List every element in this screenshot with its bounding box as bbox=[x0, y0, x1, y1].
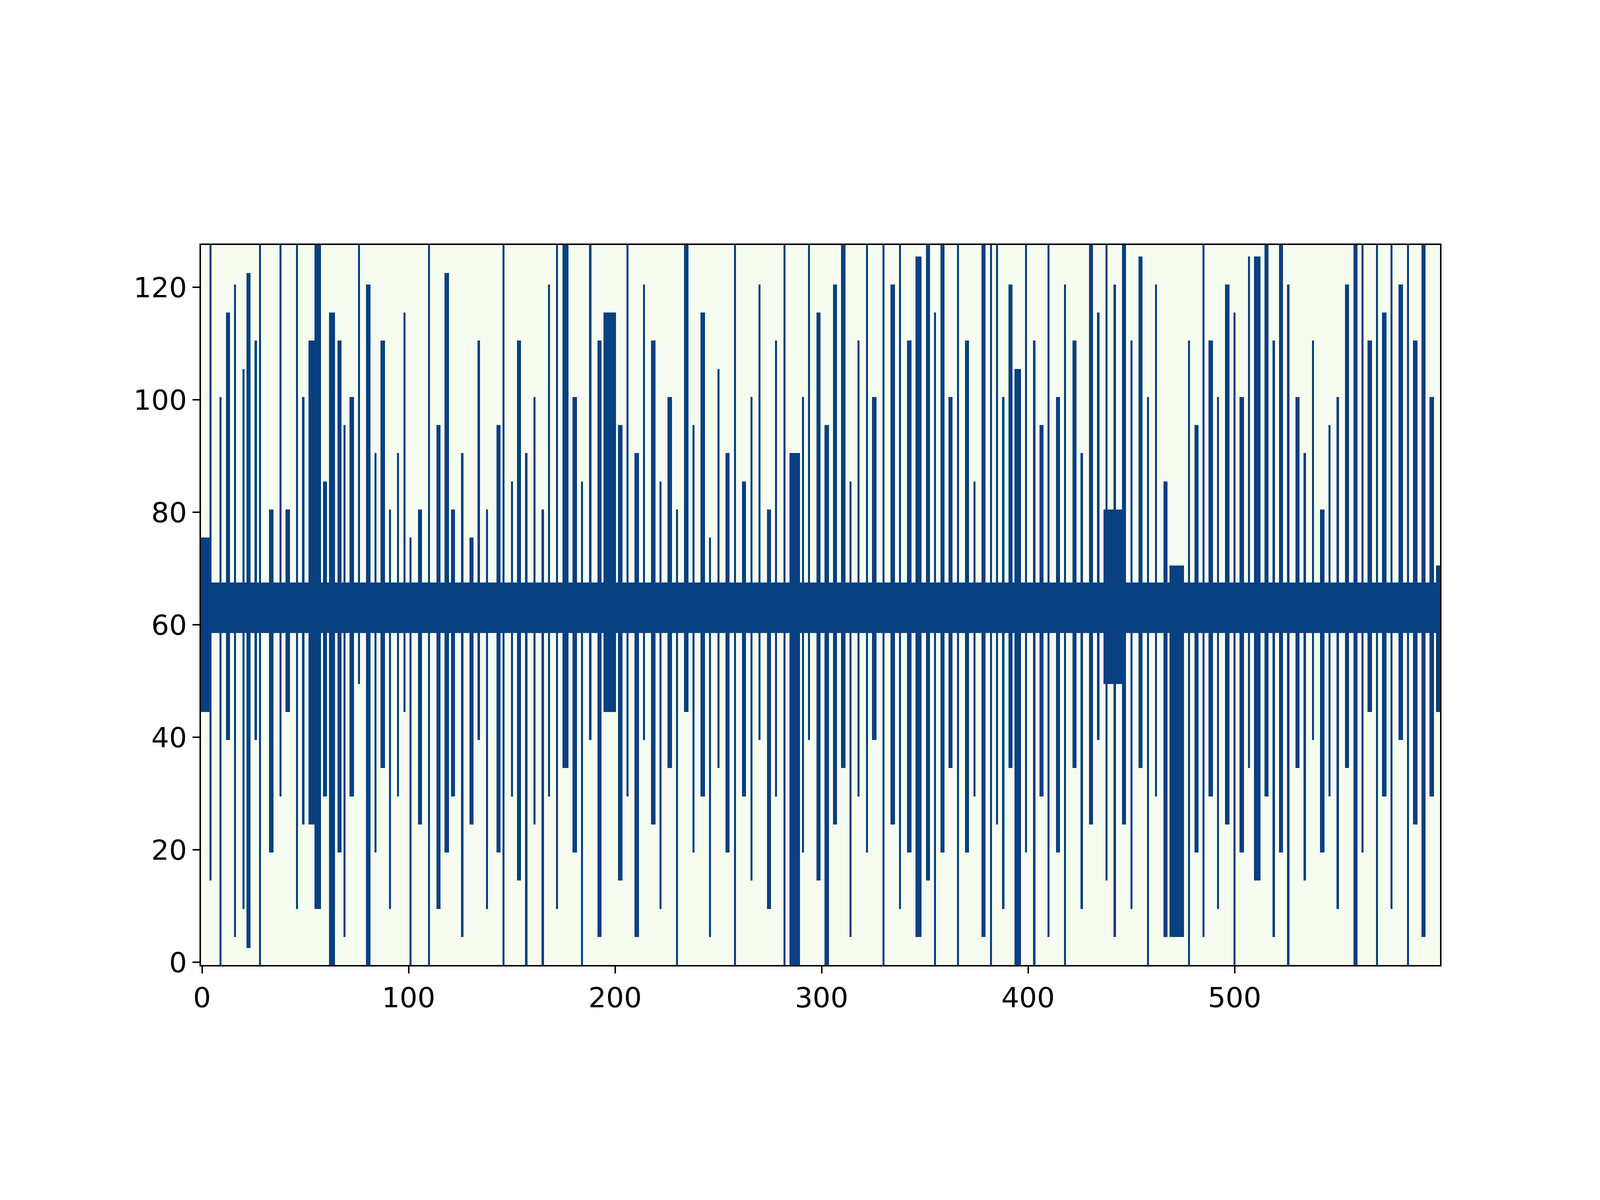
svg-text:100: 100 bbox=[382, 981, 436, 1014]
svg-text:20: 20 bbox=[151, 833, 187, 866]
svg-text:120: 120 bbox=[133, 271, 187, 304]
svg-text:60: 60 bbox=[151, 608, 187, 641]
svg-text:500: 500 bbox=[1208, 981, 1262, 1014]
svg-text:0: 0 bbox=[193, 981, 211, 1014]
svg-text:0: 0 bbox=[169, 946, 187, 979]
svg-text:400: 400 bbox=[1001, 981, 1055, 1014]
svg-text:100: 100 bbox=[133, 383, 187, 416]
svg-text:40: 40 bbox=[151, 721, 187, 754]
svg-text:200: 200 bbox=[588, 981, 642, 1014]
svg-text:300: 300 bbox=[795, 981, 849, 1014]
svg-text:80: 80 bbox=[151, 496, 187, 529]
